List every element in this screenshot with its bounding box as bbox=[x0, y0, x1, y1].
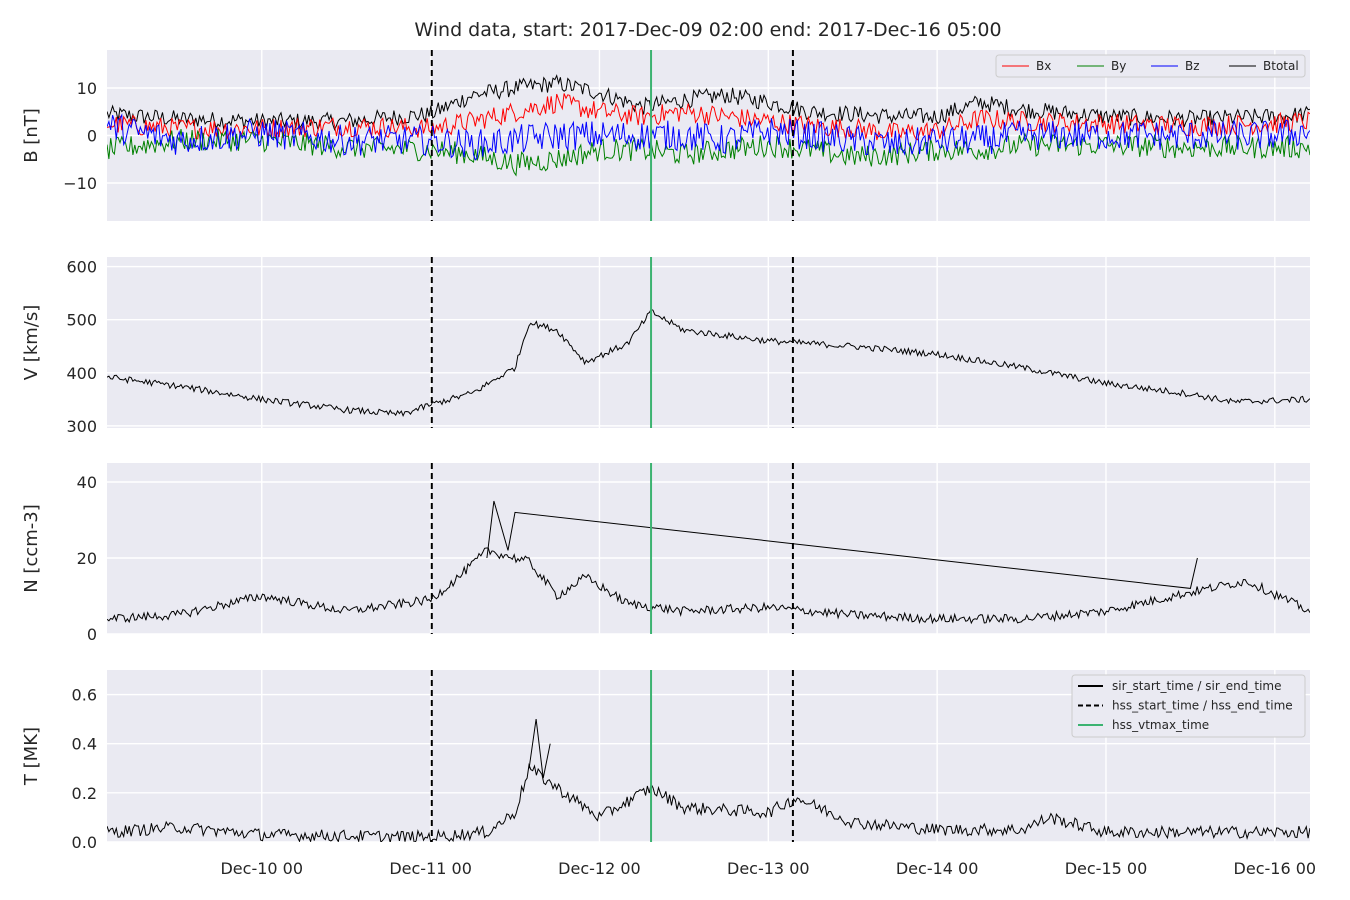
y-tick-label: 600 bbox=[66, 258, 97, 277]
legend-label-btotal: Btotal bbox=[1263, 59, 1299, 73]
y-axis-label: V [km/s] bbox=[21, 305, 42, 380]
legend-label-bz: Bz bbox=[1185, 59, 1200, 73]
panel-N: 0 20 40 N [ccm-3] bbox=[21, 463, 1310, 644]
x-tick-label: Dec-14 00 bbox=[896, 859, 979, 878]
x-tick-label: Dec-13 00 bbox=[727, 859, 810, 878]
y-tick-label: 20 bbox=[77, 549, 97, 568]
series-n-line bbox=[486, 500, 1198, 589]
y-tick-label: 10 bbox=[77, 79, 97, 98]
y-tick-label: 0.6 bbox=[72, 686, 97, 705]
series-v-line bbox=[107, 308, 1310, 417]
series-bx-line bbox=[107, 93, 1310, 141]
x-tick-label: Dec-16 00 bbox=[1234, 859, 1317, 878]
y-tick-label: 0 bbox=[87, 127, 97, 146]
y-axis-label: T [MK] bbox=[21, 727, 42, 786]
y-tick-label: −10 bbox=[63, 174, 97, 193]
y-tick-label: 300 bbox=[66, 417, 97, 436]
y-axis-label: B [nT] bbox=[21, 108, 42, 163]
legend-label: hss_start_time / hss_end_time bbox=[1112, 699, 1293, 713]
x-tick-label: Dec-11 00 bbox=[389, 859, 472, 878]
series-by-line bbox=[107, 128, 1310, 177]
y-tick-label: 0 bbox=[87, 625, 97, 644]
legend-t: sir_start_time / sir_end_time hss_start_t… bbox=[1071, 674, 1306, 738]
figure-title: Wind data, start: 2017-Dec-09 02:00 end:… bbox=[414, 19, 1001, 41]
legend-b: Bx By Bz Btotal bbox=[995, 54, 1306, 78]
series-n-line bbox=[107, 547, 1310, 625]
y-tick-label: 400 bbox=[66, 364, 97, 383]
series-btotal-line bbox=[107, 74, 1310, 132]
x-tick-label: Dec-10 00 bbox=[220, 859, 303, 878]
series-bz-line bbox=[107, 113, 1310, 161]
legend-label-by: By bbox=[1111, 59, 1126, 73]
panel-V: 300 400 500 600 V [km/s] bbox=[21, 257, 1310, 436]
legend-label: hss_vtmax_time bbox=[1112, 718, 1209, 732]
y-tick-label: 0.0 bbox=[72, 833, 97, 852]
legend-label: sir_start_time / sir_end_time bbox=[1112, 679, 1282, 693]
panel-V-background bbox=[107, 257, 1310, 428]
y-tick-label: 0.2 bbox=[72, 784, 97, 803]
legend-label-bx: Bx bbox=[1036, 59, 1051, 73]
panel-B: −10 0 10 B [nT] bbox=[21, 50, 1310, 221]
y-tick-label: 0.4 bbox=[72, 735, 97, 754]
x-tick-label: Dec-12 00 bbox=[558, 859, 641, 878]
y-axis-label: N [ccm-3] bbox=[21, 504, 42, 593]
series-t-line bbox=[107, 763, 1310, 842]
y-tick-label: 40 bbox=[77, 473, 97, 492]
series-t-line bbox=[528, 719, 551, 779]
x-tick-label: Dec-15 00 bbox=[1065, 859, 1148, 878]
y-tick-label: 500 bbox=[66, 311, 97, 330]
panels: −10 0 10 B [nT] 300 400 500 600 V [km/s] 0 20 40 N [… bbox=[21, 50, 1316, 878]
